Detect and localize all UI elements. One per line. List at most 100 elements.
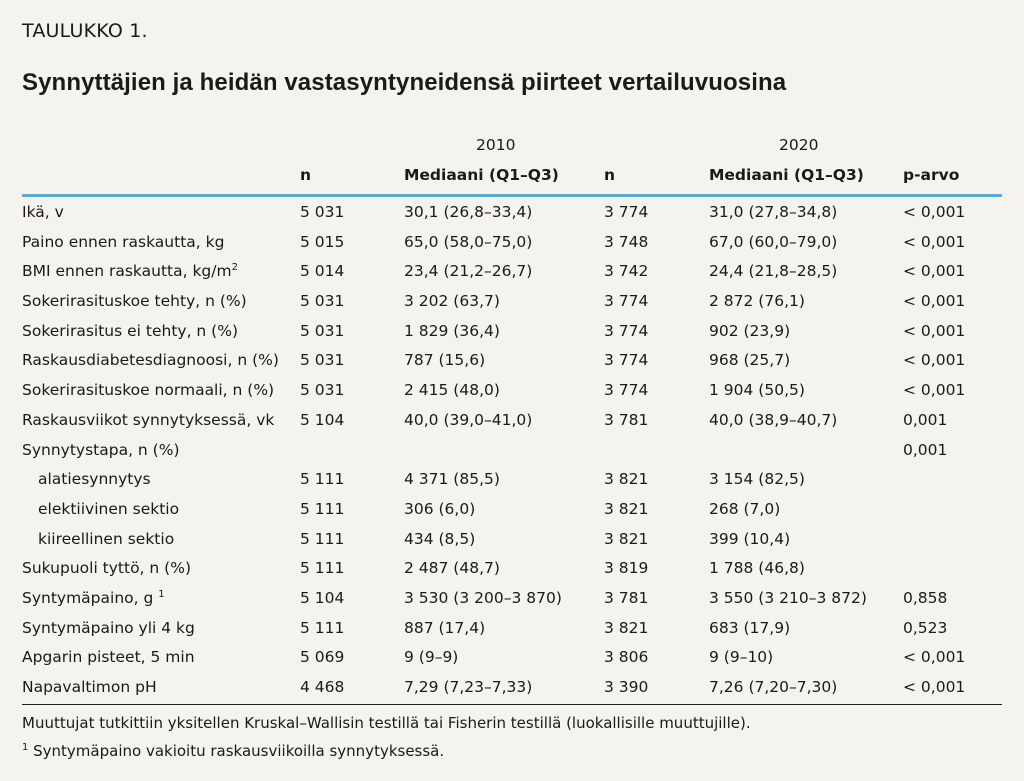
cell-median-2020: 2 872 (76,1)	[709, 292, 805, 311]
row-label: Napavaltimon pH	[22, 678, 157, 696]
cell-n-2010: 5 031	[300, 351, 345, 370]
col-median-2010: Mediaani (Q1–Q3)	[404, 166, 559, 184]
cell-median-2010: 7,29 (7,23–7,33)	[404, 678, 533, 696]
cell-n-2020: 3 806	[604, 648, 649, 667]
bottom-rule	[22, 703, 1002, 705]
cell-median-2020: 7,26 (7,20–7,30)	[709, 678, 838, 696]
row-label-superscript: 2	[231, 262, 238, 274]
table-row: elektiivinen sektio 5 111 306 (6,0) 3 821 26…	[22, 494, 1002, 524]
cell-p-value: < 0,001	[903, 203, 966, 221]
cell-p-value: < 0,001	[903, 678, 966, 696]
cell-n-2010: 4 468	[300, 678, 345, 696]
cell-median-2010: 9 (9–9)	[404, 648, 459, 667]
table-row: Apgarin pisteet, 5 min 5 069 9 (9–9) 3 806 9…	[22, 642, 1002, 672]
cell-n-2010: 5 111	[300, 559, 345, 578]
cell-n-2020: 3 821	[604, 618, 649, 637]
cell-median-2020: 902 (23,9)	[709, 321, 791, 340]
cell-median-2010: 3 530 (3 200–3 870)	[404, 588, 562, 607]
cell-n-2010: 5 014	[300, 262, 345, 281]
col-n-2020: n	[604, 166, 616, 184]
cell-n-2020: 3 774	[604, 292, 649, 311]
row-label-superscript: 1	[158, 588, 165, 600]
table-row: Sokerirasituskoe tehty, n (%) 5 031 3 202 …	[22, 286, 1002, 316]
cell-n-2020: 3 819	[604, 559, 649, 578]
row-label: Sokerirasituskoe tehty, n (%)	[22, 292, 247, 311]
cell-n-2010: 5 111	[300, 499, 345, 518]
row-label: Sukupuoli tyttö, n (%)	[22, 559, 191, 578]
table-label: TAULUKKO 1.	[22, 20, 148, 42]
cell-median-2010: 2 415 (48,0)	[404, 381, 500, 400]
cell-median-2010: 1 829 (36,4)	[404, 321, 500, 340]
table-row: Syntymäpaino yli 4 kg 5 111 887 (17,4) 3 82…	[22, 613, 1002, 643]
col-p-value: p-arvo	[903, 166, 960, 184]
row-label: Ikä, v	[22, 203, 64, 221]
row-label: Raskausviikot synnytyksessä, vk	[22, 410, 275, 429]
cell-n-2020: 3 774	[604, 381, 649, 400]
cell-median-2020: 1 904 (50,5)	[709, 381, 805, 400]
cell-p-value: 0,523	[903, 618, 948, 637]
cell-median-2020: 9 (9–10)	[709, 648, 774, 667]
table-title: Synnyttäjien ja heidän vastasyntyneidens…	[22, 69, 787, 96]
cell-n-2010: 5 111	[300, 529, 345, 548]
table-row: Sokerirasituskoe normaali, n (%) 5 031 2 4…	[22, 375, 1002, 405]
cell-median-2010: 306 (6,0)	[404, 499, 476, 518]
table-row: Syntymäpaino, g 1 5 104 3 530 (3 200–3 870…	[22, 583, 1002, 613]
col-median-2020: Mediaani (Q1–Q3)	[709, 166, 864, 184]
cell-median-2010: 2 487 (48,7)	[404, 559, 500, 578]
row-label: Sokerirasituskoe normaali, n (%)	[22, 381, 275, 400]
table-row: Raskausviikot synnytyksessä, vk 5 104 40,0…	[22, 405, 1002, 435]
row-label: Apgarin pisteet, 5 min	[22, 648, 195, 667]
cell-n-2020: 3 774	[604, 351, 649, 370]
cell-n-2010: 5 111	[300, 618, 345, 637]
cell-median-2020: 67,0 (60,0–79,0)	[709, 232, 838, 251]
cell-n-2020: 3 390	[604, 678, 649, 696]
cell-p-value: 0,001	[903, 440, 948, 459]
cell-p-value: < 0,001	[903, 232, 966, 251]
cell-n-2020: 3 821	[604, 470, 649, 489]
row-label: Syntymäpaino, g 1	[22, 588, 165, 607]
cell-median-2020: 1 788 (46,8)	[709, 559, 805, 578]
footnote-birthweight: 1 Syntymäpaino vakioitu raskausviikoilla…	[22, 737, 751, 765]
data-table: 2010 2020 n Mediaani (Q1–Q3) n Mediaani …	[22, 130, 1002, 705]
row-label: BMI ennen raskautta, kg/m2	[22, 262, 238, 281]
year-header-row: 2010 2020	[22, 130, 1002, 162]
cell-median-2020: 968 (25,7)	[709, 351, 791, 370]
header-rule	[22, 194, 1002, 197]
cell-n-2010: 5 031	[300, 321, 345, 340]
table-row: Paino ennen raskautta, kg 5 015 65,0 (58,0…	[22, 227, 1002, 257]
cell-median-2010: 4 371 (85,5)	[404, 470, 500, 489]
cell-n-2010: 5 104	[300, 588, 345, 607]
cell-median-2010: 887 (17,4)	[404, 618, 486, 637]
cell-n-2020: 3 781	[604, 588, 649, 607]
row-label: kiireellinen sektio	[38, 529, 175, 548]
cell-median-2020: 683 (17,9)	[709, 618, 791, 637]
column-header-row: n Mediaani (Q1–Q3) n Mediaani (Q1–Q3) p-…	[22, 162, 1002, 192]
footnote-method: Muuttujat tutkittiin yksitellen Kruskal–…	[22, 714, 751, 732]
table-row: Sokerirasitus ei tehty, n (%) 5 031 1 829 …	[22, 316, 1002, 346]
footnotes: Muuttujat tutkittiin yksitellen Kruskal–…	[22, 709, 751, 765]
footnote-marker: 1	[22, 742, 29, 753]
table-row: Synnytystapa, n (%) 0,001	[22, 435, 1002, 465]
cell-n-2020: 3 821	[604, 499, 649, 518]
cell-median-2010: 787 (15,6)	[404, 351, 486, 370]
cell-n-2010: 5 069	[300, 648, 345, 667]
year-2020-header: 2020	[779, 136, 819, 154]
cell-median-2010: 434 (8,5)	[404, 529, 476, 548]
cell-p-value: < 0,001	[903, 262, 966, 281]
cell-median-2010: 65,0 (58,0–75,0)	[404, 232, 533, 251]
row-label: alatiesynnytys	[38, 470, 151, 489]
cell-median-2020: 31,0 (27,8–34,8)	[709, 203, 838, 221]
table-body: Ikä, v 5 031 30,1 (26,8–33,4) 3 774 31,0 (27…	[22, 197, 1002, 702]
cell-median-2020: 40,0 (38,9–40,7)	[709, 410, 838, 429]
cell-n-2020: 3 774	[604, 321, 649, 340]
row-label: Syntymäpaino yli 4 kg	[22, 618, 195, 637]
cell-p-value: 0,001	[903, 410, 948, 429]
cell-n-2010: 5 111	[300, 470, 345, 489]
cell-median-2020: 3 550 (3 210–3 872)	[709, 588, 867, 607]
row-label: elektiivinen sektio	[38, 499, 180, 518]
table-row: BMI ennen raskautta, kg/m2 5 014 23,4 (21,…	[22, 256, 1002, 286]
cell-median-2010: 30,1 (26,8–33,4)	[404, 203, 533, 221]
footnote-birthweight-text: Syntymäpaino vakioitu raskausviikoilla s…	[28, 742, 445, 760]
cell-median-2010: 40,0 (39,0–41,0)	[404, 410, 533, 429]
row-label: Sokerirasitus ei tehty, n (%)	[22, 321, 239, 340]
